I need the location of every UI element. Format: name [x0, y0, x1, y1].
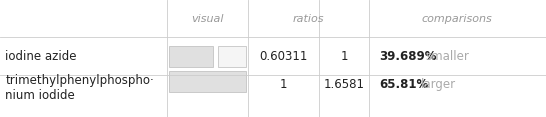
Text: 1.6581: 1.6581	[323, 78, 365, 91]
Bar	[217, 46, 246, 67]
Text: larger: larger	[420, 78, 455, 91]
Bar	[169, 46, 213, 67]
Text: 39.689%: 39.689%	[379, 50, 437, 63]
Text: 1: 1	[340, 50, 348, 63]
Text: visual: visual	[191, 14, 224, 24]
Text: 0.60311: 0.60311	[260, 50, 308, 63]
Text: comparisons: comparisons	[422, 14, 492, 24]
Text: 65.81%: 65.81%	[379, 78, 429, 91]
Text: trimethylphenylphospho·
nium iodide: trimethylphenylphospho· nium iodide	[5, 74, 154, 102]
Text: 1: 1	[280, 78, 288, 91]
Text: smaller: smaller	[426, 50, 470, 63]
Text: iodine azide: iodine azide	[5, 50, 77, 63]
Bar	[169, 71, 246, 92]
Text: ratios: ratios	[293, 14, 324, 24]
